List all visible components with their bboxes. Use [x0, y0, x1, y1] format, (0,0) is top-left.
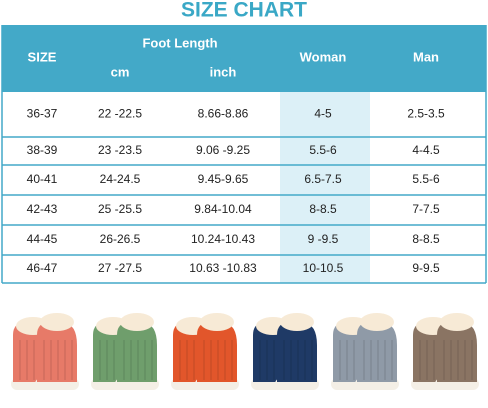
slipper-fleece — [200, 313, 234, 331]
cell-size: 44-45 — [27, 232, 58, 246]
cell-inch: 9.06 -9.25 — [196, 143, 250, 157]
header-woman: Woman — [300, 49, 347, 64]
header-size: SIZE — [28, 49, 57, 64]
cell-cm: 26-26.5 — [100, 232, 141, 246]
cell-woman: 9 -9.5 — [308, 232, 339, 246]
cell-inch: 8.66-8.86 — [198, 107, 249, 121]
slipper-body — [37, 322, 77, 382]
header-man: Man — [413, 49, 439, 64]
header-cm: cm — [111, 64, 130, 79]
slipper-body — [357, 322, 397, 382]
slipper-photos — [11, 313, 479, 390]
cell-size: 36-37 — [27, 107, 58, 121]
slipper-body — [277, 322, 317, 382]
woman-column-background — [280, 92, 370, 283]
cell-inch: 10.63 -10.83 — [189, 261, 257, 275]
cell-woman: 6.5-7.5 — [304, 172, 342, 186]
cell-inch: 10.24-10.43 — [191, 232, 255, 246]
cell-cm: 24-24.5 — [100, 172, 141, 186]
cell-man: 5.5-6 — [412, 172, 440, 186]
cell-man: 7-7.5 — [412, 202, 440, 216]
cell-man: 8-8.5 — [412, 232, 440, 246]
cell-man: 4-4.5 — [412, 143, 440, 157]
slipper-fleece — [360, 313, 394, 331]
header-foot-length: Foot Length — [142, 35, 217, 50]
title: SIZE CHART — [181, 0, 307, 22]
cell-cm: 22 -22.5 — [98, 107, 142, 121]
slipper-body — [117, 322, 157, 382]
cell-inch: 9.84-10.04 — [194, 202, 252, 216]
slipper-fleece — [440, 313, 474, 331]
cell-size: 42-43 — [27, 202, 58, 216]
cell-size: 40-41 — [27, 172, 58, 186]
cell-woman: 10-10.5 — [303, 261, 344, 275]
slipper-fleece — [280, 313, 314, 331]
slipper-body — [197, 322, 237, 382]
header-background — [2, 25, 486, 92]
cell-inch: 9.45-9.65 — [198, 172, 249, 186]
slipper-body — [437, 322, 477, 382]
cell-woman: 4-5 — [314, 107, 332, 121]
slipper-fleece — [120, 313, 154, 331]
cell-woman: 8-8.5 — [309, 202, 337, 216]
cell-size: 46-47 — [27, 261, 58, 275]
cell-size: 38-39 — [27, 143, 58, 157]
slipper-fleece — [40, 313, 74, 331]
cell-man: 2.5-3.5 — [407, 107, 445, 121]
cell-man: 9-9.5 — [412, 261, 440, 275]
cell-cm: 23 -23.5 — [98, 143, 142, 157]
header-inch: inch — [210, 64, 237, 79]
cell-woman: 5.5-6 — [309, 143, 337, 157]
cell-cm: 27 -27.5 — [98, 261, 142, 275]
cell-cm: 25 -25.5 — [98, 202, 142, 216]
